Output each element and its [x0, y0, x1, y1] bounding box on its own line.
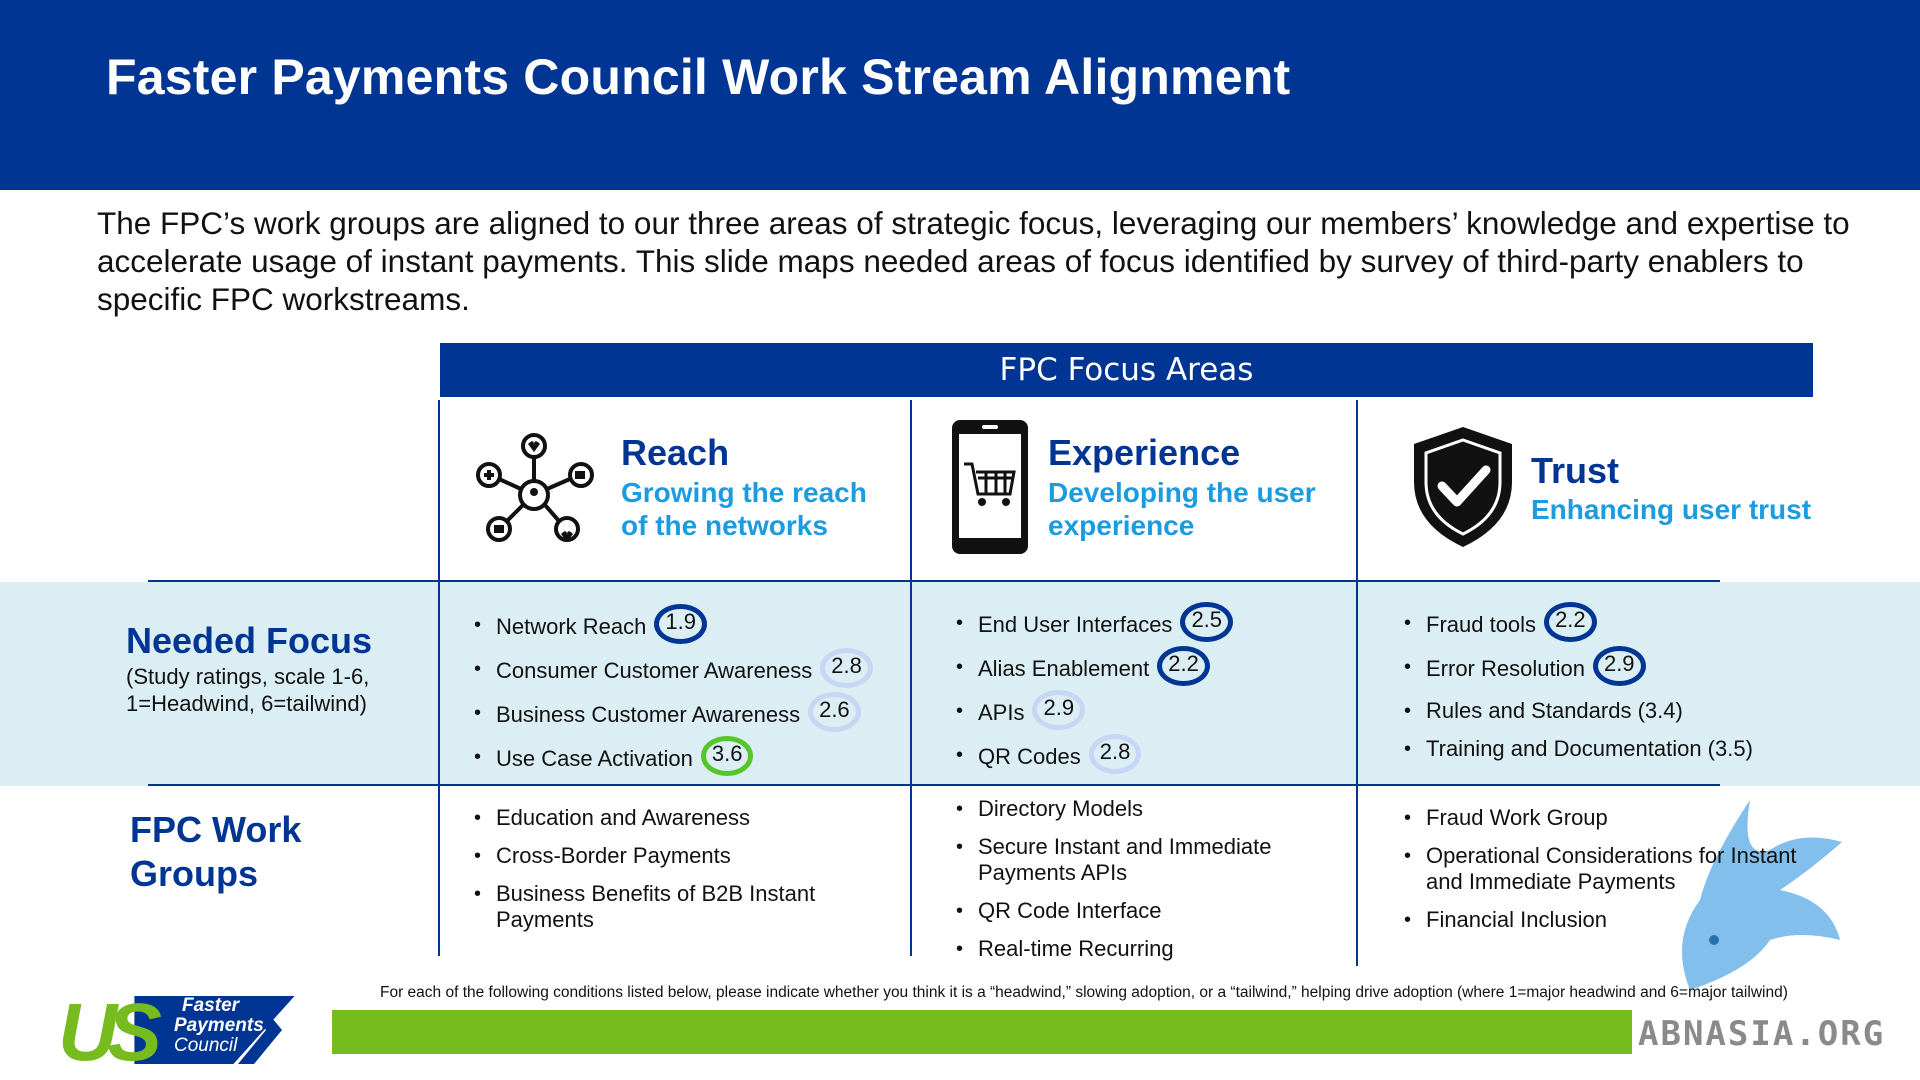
- column-divider-3: [1356, 400, 1358, 966]
- fpc-logo-icon: [134, 996, 295, 1064]
- experience-work-groups-list: Directory Models Secure Instant and Imme…: [956, 796, 1326, 962]
- network-icon: [476, 433, 594, 542]
- list-item: Fraud Work Group: [1404, 805, 1824, 831]
- rating-badge: 3.6: [700, 736, 754, 776]
- list-item: Directory Models: [956, 796, 1326, 822]
- rating-badge: 2.9: [1032, 690, 1086, 730]
- intro-paragraph: The FPC’s work groups are aligned to our…: [97, 205, 1850, 317]
- list-item: Secure Instant and Immediate Payments AP…: [956, 834, 1326, 886]
- logo-line-3: Council: [174, 1035, 238, 1056]
- needed-focus-note-1: (Study ratings, scale 1-6,: [126, 664, 370, 689]
- column-divider-1: [438, 400, 440, 956]
- list-item: QR Code Interface: [956, 898, 1326, 924]
- list-item: Rules and Standards (3.4): [1404, 698, 1753, 724]
- experience-subtitle-1: Developing the user: [1048, 477, 1316, 508]
- logo-line-1: Faster: [182, 995, 240, 1016]
- header-bar: [0, 0, 1920, 190]
- footer-green-bar: [332, 1010, 1632, 1054]
- divider-top: [148, 580, 1720, 582]
- list-item: Real-time Recurring: [956, 936, 1326, 962]
- reach-work-groups-list: Education and Awareness Cross-Border Pay…: [474, 805, 874, 933]
- shield-check-icon: [1414, 427, 1512, 547]
- needed-focus-title: Needed Focus: [126, 620, 373, 661]
- rating-badge: 2.9: [1592, 646, 1646, 686]
- list-item: Training and Documentation (3.5): [1404, 736, 1753, 762]
- rating-badge: 2.8: [1088, 734, 1142, 774]
- rating-badge: 2.8: [820, 648, 873, 688]
- needed-focus-note-2: 1=Headwind, 6=tailwind): [126, 691, 367, 716]
- rating-badge: 2.5: [1180, 602, 1234, 642]
- experience-subtitle-2: experience: [1048, 510, 1195, 541]
- experience-title: Experience: [1048, 432, 1241, 473]
- work-groups-title: FPC Work Groups: [130, 809, 302, 894]
- list-item: Cross-Border Payments: [474, 843, 874, 869]
- footnote: For each of the following conditions lis…: [380, 984, 1788, 1001]
- column-divider-2: [910, 400, 912, 956]
- rating-badge: 2.6: [808, 692, 861, 732]
- list-item: Operational Considerations for Instant a…: [1404, 843, 1824, 895]
- rating-badge: 2.2: [1544, 602, 1597, 642]
- list-item: Education and Awareness: [474, 805, 874, 831]
- site-watermark: ABNASIA.ORG: [1638, 1014, 1886, 1054]
- divider-bottom: [148, 784, 1720, 786]
- slide-title: Faster Payments Council Work Stream Alig…: [106, 49, 1291, 105]
- logo-line-2: Payments: [174, 1015, 264, 1036]
- trust-subtitle: Enhancing user trust: [1531, 494, 1812, 525]
- logo-mark: US: [58, 987, 162, 1078]
- fpc-logo: US Faster Payments Council: [58, 987, 298, 1078]
- focus-areas-header: FPC Focus Areas: [440, 343, 1813, 397]
- reach-subtitle-2: of the networks: [621, 510, 828, 541]
- list-item: Financial Inclusion: [1404, 907, 1824, 933]
- rating-badge: 2.2: [1157, 646, 1210, 686]
- smartphone-cart-icon: [952, 420, 1028, 554]
- rating-badge: 1.9: [654, 604, 707, 644]
- trust-work-groups-list: Fraud Work Group Operational Considerati…: [1404, 805, 1824, 933]
- reach-title: Reach: [621, 432, 730, 473]
- list-item: Business Benefits of B2B Instant Payment…: [474, 881, 874, 933]
- trust-title: Trust: [1531, 450, 1620, 491]
- reach-subtitle-1: Growing the reach: [621, 477, 867, 508]
